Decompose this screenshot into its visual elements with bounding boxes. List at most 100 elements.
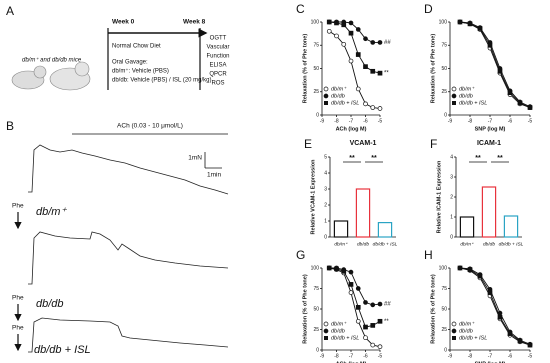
gavage: db/m⁺: Vehicle (PBS) [112, 68, 169, 75]
marker [487, 290, 493, 295]
y-tick-label: 0 [316, 347, 319, 353]
significance: ## [384, 302, 391, 308]
series-line [329, 267, 381, 328]
outcome: ELISA [209, 63, 226, 69]
bar [377, 222, 393, 238]
group-label: db/m⁺ [36, 206, 67, 218]
marker [377, 40, 383, 45]
y-tick-label: 0 [316, 112, 319, 118]
outcome: QPCR [209, 72, 227, 78]
marker [348, 282, 354, 287]
marker [370, 105, 376, 110]
y-tick-label: 3 [324, 186, 327, 192]
y-axis-title: Relaxation (% of Phe tone) [302, 274, 308, 344]
y-tick-label: 25 [441, 89, 447, 95]
x-tick-label: -6 [363, 353, 368, 359]
phe-label: Phe [12, 295, 24, 302]
bar [503, 215, 519, 238]
panel-label: B [6, 119, 14, 133]
x-axis-title: SNP (log M) [475, 126, 506, 132]
x-axis-title: ACh (log M) [336, 126, 367, 132]
marker [363, 335, 368, 341]
y-tick-label: 75 [313, 286, 319, 292]
x-tick-label: db/m⁺ [334, 241, 348, 247]
scale-label: 1min [207, 172, 221, 179]
phe-label: Phe [12, 203, 24, 210]
x-tick-label: -6 [508, 118, 513, 124]
trace [28, 231, 229, 285]
x-tick-label: -6 [363, 118, 368, 124]
outcome: OGTT [210, 36, 227, 42]
legend-label: db/m⁺ [331, 321, 347, 327]
significance: ** [349, 155, 355, 162]
legend-marker [451, 93, 457, 99]
marker [348, 290, 354, 295]
group-label: db/db + ISL [34, 344, 91, 356]
bar [333, 220, 349, 238]
marker [326, 19, 332, 25]
significance: ** [371, 155, 377, 162]
y-tick-label: 75 [313, 43, 319, 49]
series-line [329, 267, 381, 306]
chart-title: VCAM-1 [350, 140, 377, 147]
legend-label: db/m⁺ [331, 86, 347, 92]
mouse-icon [33, 65, 47, 79]
legend-marker [451, 328, 457, 334]
x-tick-label: -7 [488, 353, 493, 359]
marker [363, 36, 368, 42]
marker [348, 58, 354, 64]
timepoint: Week 8 [183, 19, 206, 26]
marker [377, 318, 383, 324]
x-tick-label: db/db [357, 241, 369, 247]
legend-label: db/db + ISL [331, 335, 359, 341]
y-tick-label: 25 [441, 327, 447, 333]
marker [355, 27, 361, 32]
x-tick-label: db/db [483, 241, 495, 247]
panel-label: A [6, 4, 14, 18]
significance: ** [475, 155, 481, 162]
x-tick-label: db/m⁺ [460, 241, 474, 247]
y-tick-label: 100 [439, 19, 448, 25]
legend-label: db/db + ISL [459, 335, 487, 341]
significance: ** [497, 155, 503, 162]
gavage: Oral Gavage: [112, 60, 148, 66]
y-tick-label: 50 [441, 66, 447, 72]
y-tick-label: 0 [324, 234, 327, 240]
marker [355, 52, 361, 57]
marker [355, 318, 361, 324]
marker [507, 331, 513, 336]
y-tick-label: 50 [313, 306, 319, 312]
significance: ## [384, 40, 391, 46]
y-tick-label: 100 [311, 265, 320, 271]
x-tick-label: -7 [349, 353, 354, 359]
marker [377, 301, 383, 307]
marker [363, 300, 368, 305]
x-tick-label: -5 [528, 353, 533, 359]
panel-a: A db/m⁺ and db/db mice Week 0 Week 8 Nor… [6, 4, 230, 91]
outcomes: OGTT Vascular Function ELISA QPCR ROS [206, 36, 229, 87]
marker [477, 273, 483, 279]
series-line [329, 21, 381, 74]
legend-label: db/db [459, 328, 473, 334]
x-tick-label: -5 [528, 118, 533, 124]
marker [467, 267, 473, 272]
marker [355, 305, 361, 310]
y-tick-label: 2 [450, 194, 453, 200]
legend-marker [452, 336, 456, 340]
x-tick-label: db/db + ISL [373, 241, 398, 247]
scale-label: 1mN [188, 155, 202, 162]
panel-label: E [304, 137, 312, 151]
marker [370, 323, 376, 328]
marker [497, 314, 503, 320]
bar [481, 186, 497, 238]
y-axis-title: Relaxation (% of Phe tone) [430, 34, 436, 104]
legend-marker [323, 86, 329, 92]
marker [326, 265, 332, 271]
panel-label: G [296, 248, 305, 262]
x-tick-label: -9 [448, 353, 453, 359]
panel-label: F [430, 137, 437, 151]
x-tick-label: -5 [378, 118, 383, 124]
trace [28, 144, 229, 195]
bar [459, 216, 475, 238]
